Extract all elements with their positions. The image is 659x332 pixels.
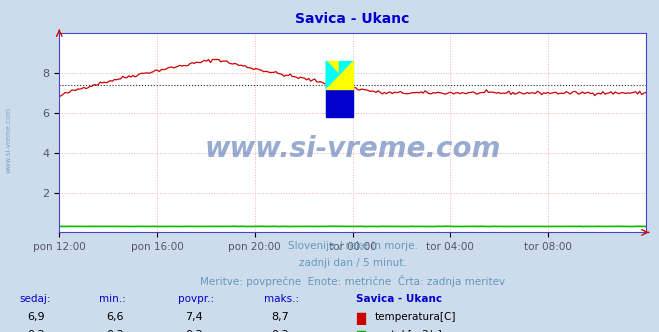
Text: Slovenija / reke in morje.: Slovenija / reke in morje. <box>287 241 418 251</box>
Text: █: █ <box>356 330 365 332</box>
Text: povpr.:: povpr.: <box>178 294 214 304</box>
Text: 7,4: 7,4 <box>186 312 203 322</box>
Text: www.si-vreme.com: www.si-vreme.com <box>204 135 501 163</box>
Text: zadnji dan / 5 minut.: zadnji dan / 5 minut. <box>299 258 407 268</box>
Text: 6,6: 6,6 <box>107 312 124 322</box>
Bar <box>326 89 353 117</box>
Text: www.si-vreme.com: www.si-vreme.com <box>5 106 11 173</box>
Text: 0,3: 0,3 <box>186 330 203 332</box>
Text: 8,7: 8,7 <box>272 312 289 322</box>
Text: temperatura[C]: temperatura[C] <box>374 312 456 322</box>
Text: 6,9: 6,9 <box>28 312 45 322</box>
Bar <box>326 61 339 89</box>
Text: maks.:: maks.: <box>264 294 299 304</box>
Text: Savica - Ukanc: Savica - Ukanc <box>295 12 410 26</box>
Bar <box>339 61 353 89</box>
Text: min.:: min.: <box>99 294 126 304</box>
Polygon shape <box>326 61 353 89</box>
Text: 0,3: 0,3 <box>107 330 124 332</box>
Text: 0,3: 0,3 <box>28 330 45 332</box>
Text: Savica - Ukanc: Savica - Ukanc <box>356 294 442 304</box>
Text: 0,3: 0,3 <box>272 330 289 332</box>
Text: sedaj:: sedaj: <box>20 294 51 304</box>
Text: pretok[m3/s]: pretok[m3/s] <box>374 330 442 332</box>
Text: Meritve: povprečne  Enote: metrične  Črta: zadnja meritev: Meritve: povprečne Enote: metrične Črta:… <box>200 275 505 287</box>
Text: █: █ <box>356 312 365 325</box>
Polygon shape <box>326 61 353 89</box>
